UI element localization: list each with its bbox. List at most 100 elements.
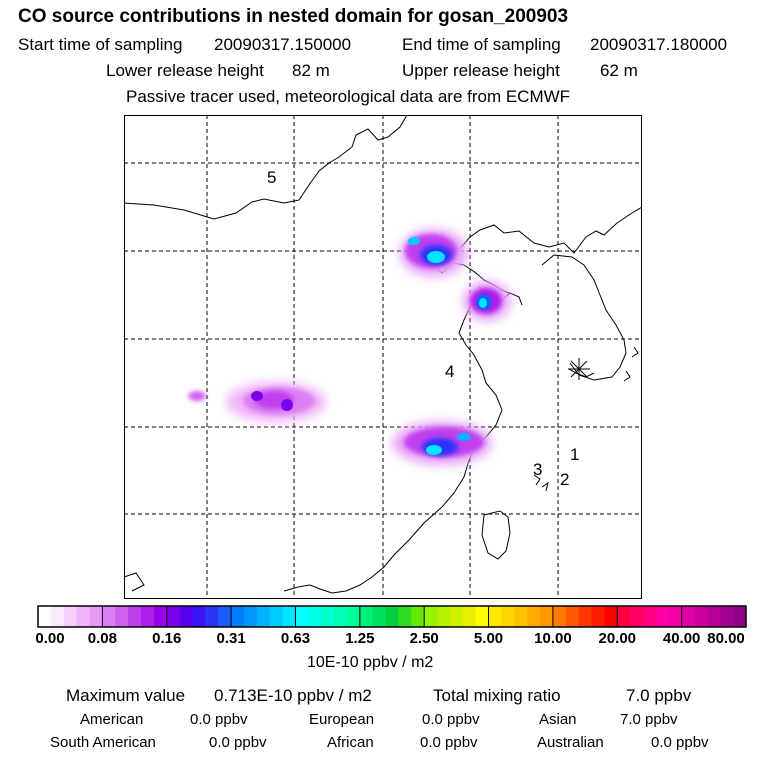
total-mixing-value: 7.0 ppbv — [626, 686, 692, 705]
colorbar-tick-label: 0.31 — [216, 630, 246, 647]
colorbar-swatch — [694, 606, 708, 627]
colorbar-swatch — [681, 606, 696, 627]
asian-label: Asian — [539, 711, 577, 728]
colorbar-swatch — [308, 606, 322, 627]
colorbar-swatch — [707, 606, 721, 627]
colorbar-tick-label: 5.00 — [473, 630, 504, 647]
colorbar-swatch — [89, 606, 103, 627]
colorbar-swatch — [733, 606, 747, 627]
colorbar-tick-label: 80.00 — [707, 630, 745, 647]
plume-shanghai — [392, 421, 492, 465]
region-label-1: 1 — [570, 445, 579, 464]
colorbar-swatch — [50, 606, 65, 627]
colorbar-swatch — [115, 606, 129, 627]
colorbar-swatch — [128, 606, 142, 627]
colorbar-tick-label: 2.50 — [409, 630, 439, 647]
map-frame — [124, 115, 642, 599]
colorbar-tick-label: 0.00 — [35, 630, 65, 647]
colorbar-tick-label: 0.16 — [152, 630, 182, 647]
plume-dalian — [463, 281, 511, 321]
start-time-label: Start time of sampling — [18, 35, 183, 54]
colorbar-swatch — [385, 606, 399, 627]
european-value: 0.0 ppbv — [422, 711, 480, 728]
colorbar-swatch — [578, 606, 593, 627]
region-label-2: 2 — [560, 470, 569, 489]
colorbar-swatch — [617, 606, 631, 627]
colorbar-swatch — [269, 606, 284, 627]
colorbar-swatch — [720, 606, 734, 627]
colorbar-swatch — [655, 606, 670, 627]
american-value: 0.0 ppbv — [190, 711, 248, 728]
colorbar-swatch — [63, 606, 78, 627]
colorbar-swatch — [179, 606, 193, 627]
colorbar-swatch — [475, 606, 490, 627]
colorbar-swatch — [449, 606, 464, 627]
start-time-value: 20090317.150000 — [214, 35, 352, 54]
colorbar-swatch — [552, 606, 567, 627]
colorbar-swatch — [591, 606, 605, 627]
south-american-value: 0.0 ppbv — [209, 734, 267, 751]
colorbar-swatch — [462, 606, 477, 627]
colorbar-swatch — [424, 606, 438, 627]
colorbar-frame — [37, 605, 747, 628]
asian-value: 7.0 ppbv — [620, 711, 678, 728]
american-label: American — [80, 711, 144, 728]
colorbar-swatch — [153, 606, 168, 627]
upper-release-height-label: Upper release height — [402, 61, 560, 80]
colorbar-swatch — [38, 606, 52, 627]
colorbar-swatch — [282, 606, 296, 627]
colorbar-swatch — [166, 606, 181, 627]
colorbar-swatch — [334, 606, 348, 627]
african-label: African — [327, 734, 374, 751]
end-time-label: End time of sampling — [402, 35, 561, 54]
colorbar-swatch — [359, 606, 374, 627]
region-label-3: 3 — [533, 460, 542, 479]
european-label: European — [309, 711, 375, 728]
colorbar-tick-label: 0.63 — [280, 630, 311, 647]
plume-central — [188, 382, 326, 422]
colorbar-swatch — [256, 606, 271, 627]
colorbar — [37, 605, 747, 628]
colorbar-swatch — [668, 606, 683, 627]
colorbar-swatch — [140, 606, 155, 627]
asterisk-marker-icon — [568, 358, 590, 380]
colorbar-swatch — [604, 606, 618, 627]
colorbar-swatch — [540, 606, 554, 627]
colorbar-swatch — [501, 606, 515, 627]
lower-release-height-value: 82 m — [292, 61, 330, 80]
region-label-5: 5 — [267, 168, 276, 187]
colorbar-swatch — [192, 606, 206, 627]
upper-release-height-value: 62 m — [600, 61, 638, 80]
colorbar-swatch — [437, 606, 451, 627]
colorbar-swatch — [205, 606, 219, 627]
colorbar-swatch — [346, 606, 361, 627]
colorbar-swatch — [231, 606, 245, 627]
colorbar-swatch — [411, 606, 425, 627]
plume-beijing — [400, 229, 468, 277]
colorbar-tick-label: 1.25 — [345, 630, 375, 647]
colorbar-swatch — [76, 606, 90, 627]
south-american-label: South American — [50, 734, 156, 751]
african-value: 0.0 ppbv — [420, 734, 478, 751]
colorbar-swatch — [565, 606, 580, 627]
max-value-label: Maximum value — [66, 686, 186, 705]
colorbar-tick-label: 40.00 — [662, 630, 701, 647]
end-time-value: 20090317.180000 — [590, 35, 728, 54]
colorbar-units: 10E-10 ppbv / m2 — [307, 654, 434, 671]
region-label-4: 4 — [445, 362, 454, 381]
max-value: 0.713E-10 ppbv / m2 — [214, 686, 372, 705]
colorbar-swatch — [102, 606, 116, 627]
colorbar-tick-label: 10.00 — [534, 630, 572, 647]
colorbar-swatch — [527, 606, 541, 627]
total-mixing-label: Total mixing ratio — [433, 686, 561, 705]
colorbar-swatch — [218, 606, 232, 627]
passive-tracer-note: Passive tracer used, meteorological data… — [126, 87, 571, 106]
colorbar-swatch — [321, 606, 335, 627]
colorbar-swatch — [372, 606, 387, 627]
colorbar-swatch — [295, 606, 309, 627]
map-panel: 5 4 1 2 3 — [124, 115, 642, 599]
colorbar-swatch — [630, 606, 644, 627]
colorbar-tick-label: 0.08 — [87, 630, 117, 647]
australian-value: 0.0 ppbv — [651, 734, 709, 751]
colorbar-swatch — [514, 606, 528, 627]
